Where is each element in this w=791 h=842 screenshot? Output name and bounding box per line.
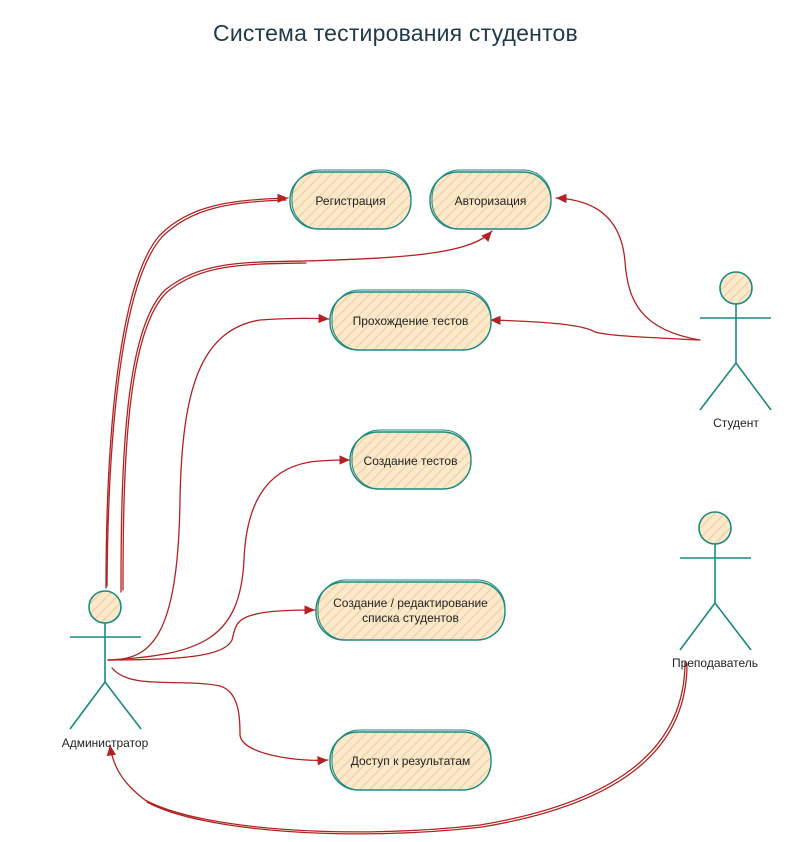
arrow-student-taking-tests bbox=[489, 315, 699, 341]
actor-teacher-label: Преподаватель bbox=[672, 656, 758, 670]
actor-admin: Администратор bbox=[62, 590, 149, 750]
use-case-taking-tests-label: Прохождение тестов bbox=[353, 314, 469, 328]
arrow-admin-results bbox=[111, 667, 329, 766]
diagram-title: Система тестирования студентов bbox=[213, 20, 578, 46]
use-case-student-list-label-line2: списка студентов bbox=[362, 611, 459, 625]
arrow-admin-student-list bbox=[107, 605, 316, 661]
use-case-authorization: Авторизация bbox=[429, 169, 552, 230]
use-case-taking-tests: Прохождение тестов bbox=[329, 289, 492, 351]
use-case-student-list-label-line1: Создание / редактирование bbox=[333, 596, 488, 610]
arrow-admin-authorization bbox=[120, 230, 493, 593]
actor-teacher: Преподаватель bbox=[672, 511, 758, 670]
use-case-results-access: Доступ к результатам bbox=[329, 729, 492, 791]
arrow-admin-registration-sketch bbox=[106, 199, 287, 587]
actor-admin-label: Администратор bbox=[62, 736, 149, 750]
actor-student: Студент bbox=[699, 271, 772, 430]
arrow-admin-authorization-sketch bbox=[122, 262, 307, 591]
arrow-teacher-admin bbox=[106, 661, 686, 833]
use-case-authorization-label: Авторизация bbox=[455, 194, 527, 208]
use-case-creating-tests: Создание тестов bbox=[349, 429, 472, 490]
arrow-student-authorization bbox=[555, 193, 701, 341]
actor-student-label: Студент bbox=[713, 416, 759, 430]
actor-admin-head bbox=[88, 590, 122, 624]
actor-student-head bbox=[719, 271, 753, 305]
arrow-teacher-admin-sketch bbox=[146, 663, 688, 835]
use-case-results-access-label: Доступ к результатам bbox=[351, 754, 471, 768]
connectors bbox=[105, 193, 701, 835]
arrow-admin-taking-tests bbox=[107, 313, 330, 661]
use-case-student-list: Создание / редактирование списка студент… bbox=[315, 579, 506, 641]
use-case-registration: Регистрация bbox=[289, 169, 412, 230]
use-case-creating-tests-label: Создание тестов bbox=[364, 454, 458, 468]
use-case-registration-label: Регистрация bbox=[315, 194, 385, 208]
arrow-admin-registration bbox=[105, 193, 289, 589]
arrow-admin-creating-tests bbox=[107, 455, 351, 661]
actor-teacher-head bbox=[698, 511, 732, 545]
